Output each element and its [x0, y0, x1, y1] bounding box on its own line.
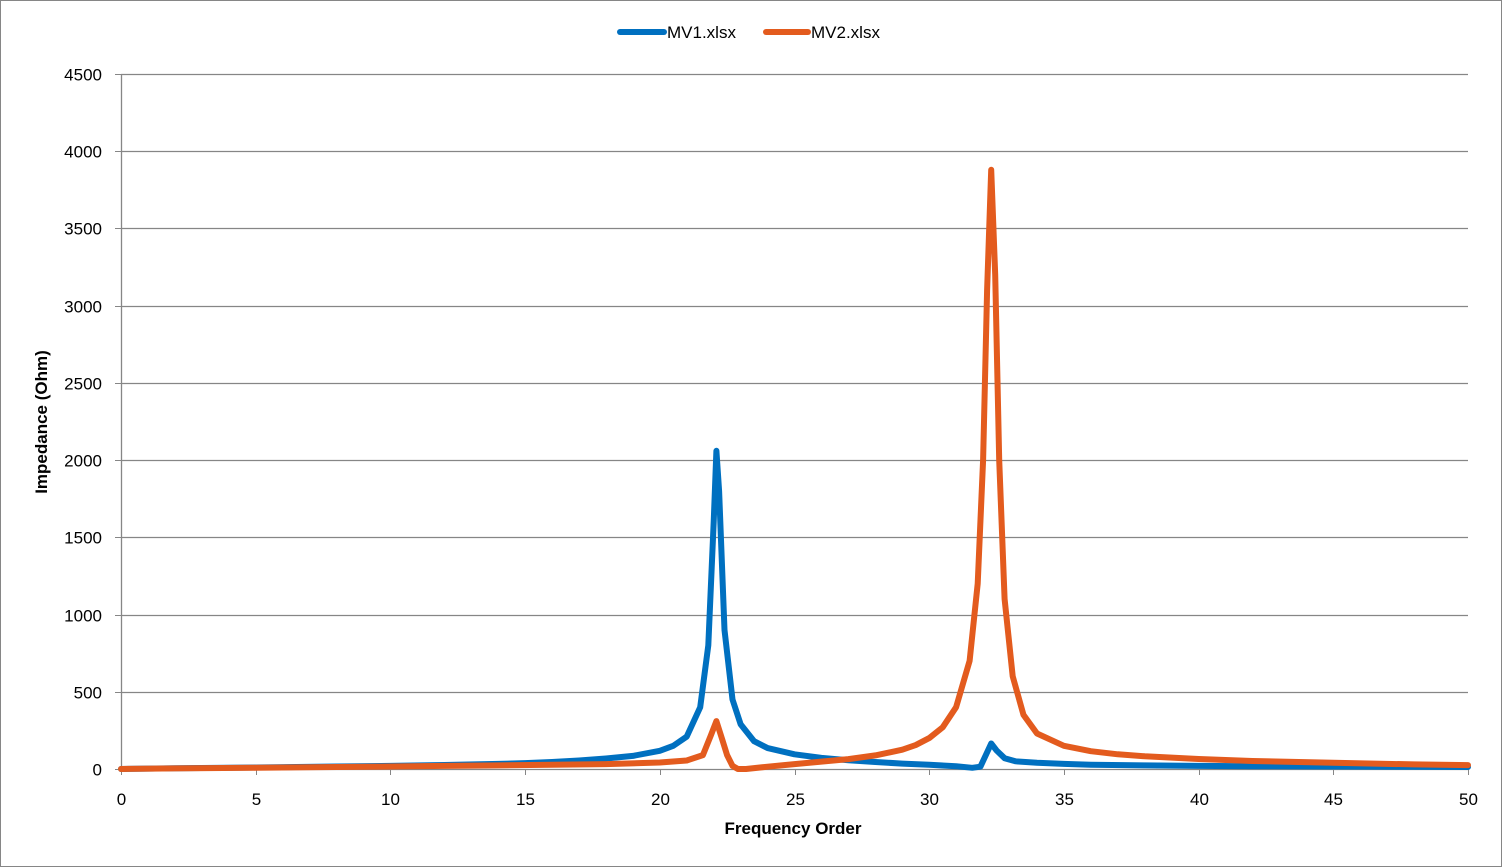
x-tick-label: 25	[786, 790, 805, 809]
y-tick-label: 2000	[64, 452, 102, 471]
x-tick-label: 20	[651, 790, 670, 809]
legend-label-mv2: MV2.xlsx	[811, 23, 880, 42]
x-tick-label: 35	[1055, 790, 1074, 809]
x-tick-label: 50	[1459, 790, 1478, 809]
gridlines	[115, 73, 1468, 770]
y-axis-title: Impedance (Ohm)	[32, 350, 51, 494]
y-tick-label: 3000	[64, 298, 102, 317]
series-line-mv1-xlsx	[118, 447, 1471, 772]
x-axis-tick-labels: 0 5 10 15 20 25 30 35 40 45 50	[117, 790, 1478, 809]
y-axis-tick-labels: 0 500 1000 1500 2000 2500 3000 3500 4000 4500	[64, 66, 102, 780]
x-axis-title: Frequency Order	[725, 819, 862, 838]
y-tick-label: 4500	[64, 66, 102, 85]
x-tick-label: 5	[252, 790, 261, 809]
x-tick-label: 30	[920, 790, 939, 809]
legend-item-mv2: MV2.xlsx	[763, 23, 880, 42]
legend-item-mv1: MV1.xlsx	[617, 23, 736, 42]
y-tick-label: 1500	[64, 529, 102, 548]
y-tick-label: 2500	[64, 375, 102, 394]
x-tick-label: 45	[1324, 790, 1343, 809]
y-tick-label: 3500	[64, 220, 102, 239]
y-tick-label: 4000	[64, 143, 102, 162]
series-line-mv2-xlsx	[118, 166, 1471, 772]
y-tick-label: 1000	[64, 607, 102, 626]
y-tick-label: 500	[74, 684, 102, 703]
x-tick-label: 40	[1190, 790, 1209, 809]
series-layer	[118, 166, 1471, 772]
legend: MV1.xlsx MV2.xlsx	[617, 23, 880, 42]
axes	[120, 74, 1469, 775]
legend-label-mv1: MV1.xlsx	[667, 23, 736, 42]
y-tick-label: 0	[93, 761, 102, 780]
x-tick-label: 0	[117, 790, 126, 809]
x-tick-label: 10	[381, 790, 400, 809]
x-tick-label: 15	[516, 790, 535, 809]
